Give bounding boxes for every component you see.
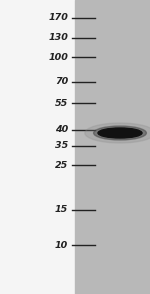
Ellipse shape — [85, 123, 150, 143]
Text: 15: 15 — [55, 206, 68, 215]
Text: 55: 55 — [55, 98, 68, 108]
Text: 40: 40 — [55, 126, 68, 134]
Ellipse shape — [94, 126, 146, 140]
Text: 35: 35 — [55, 141, 68, 151]
Text: 170: 170 — [48, 14, 68, 23]
Text: 25: 25 — [55, 161, 68, 170]
Text: 100: 100 — [48, 53, 68, 61]
Text: 130: 130 — [48, 34, 68, 43]
Text: 70: 70 — [55, 78, 68, 86]
Ellipse shape — [98, 128, 142, 138]
Bar — [75, 0, 150, 294]
Text: 10: 10 — [55, 240, 68, 250]
